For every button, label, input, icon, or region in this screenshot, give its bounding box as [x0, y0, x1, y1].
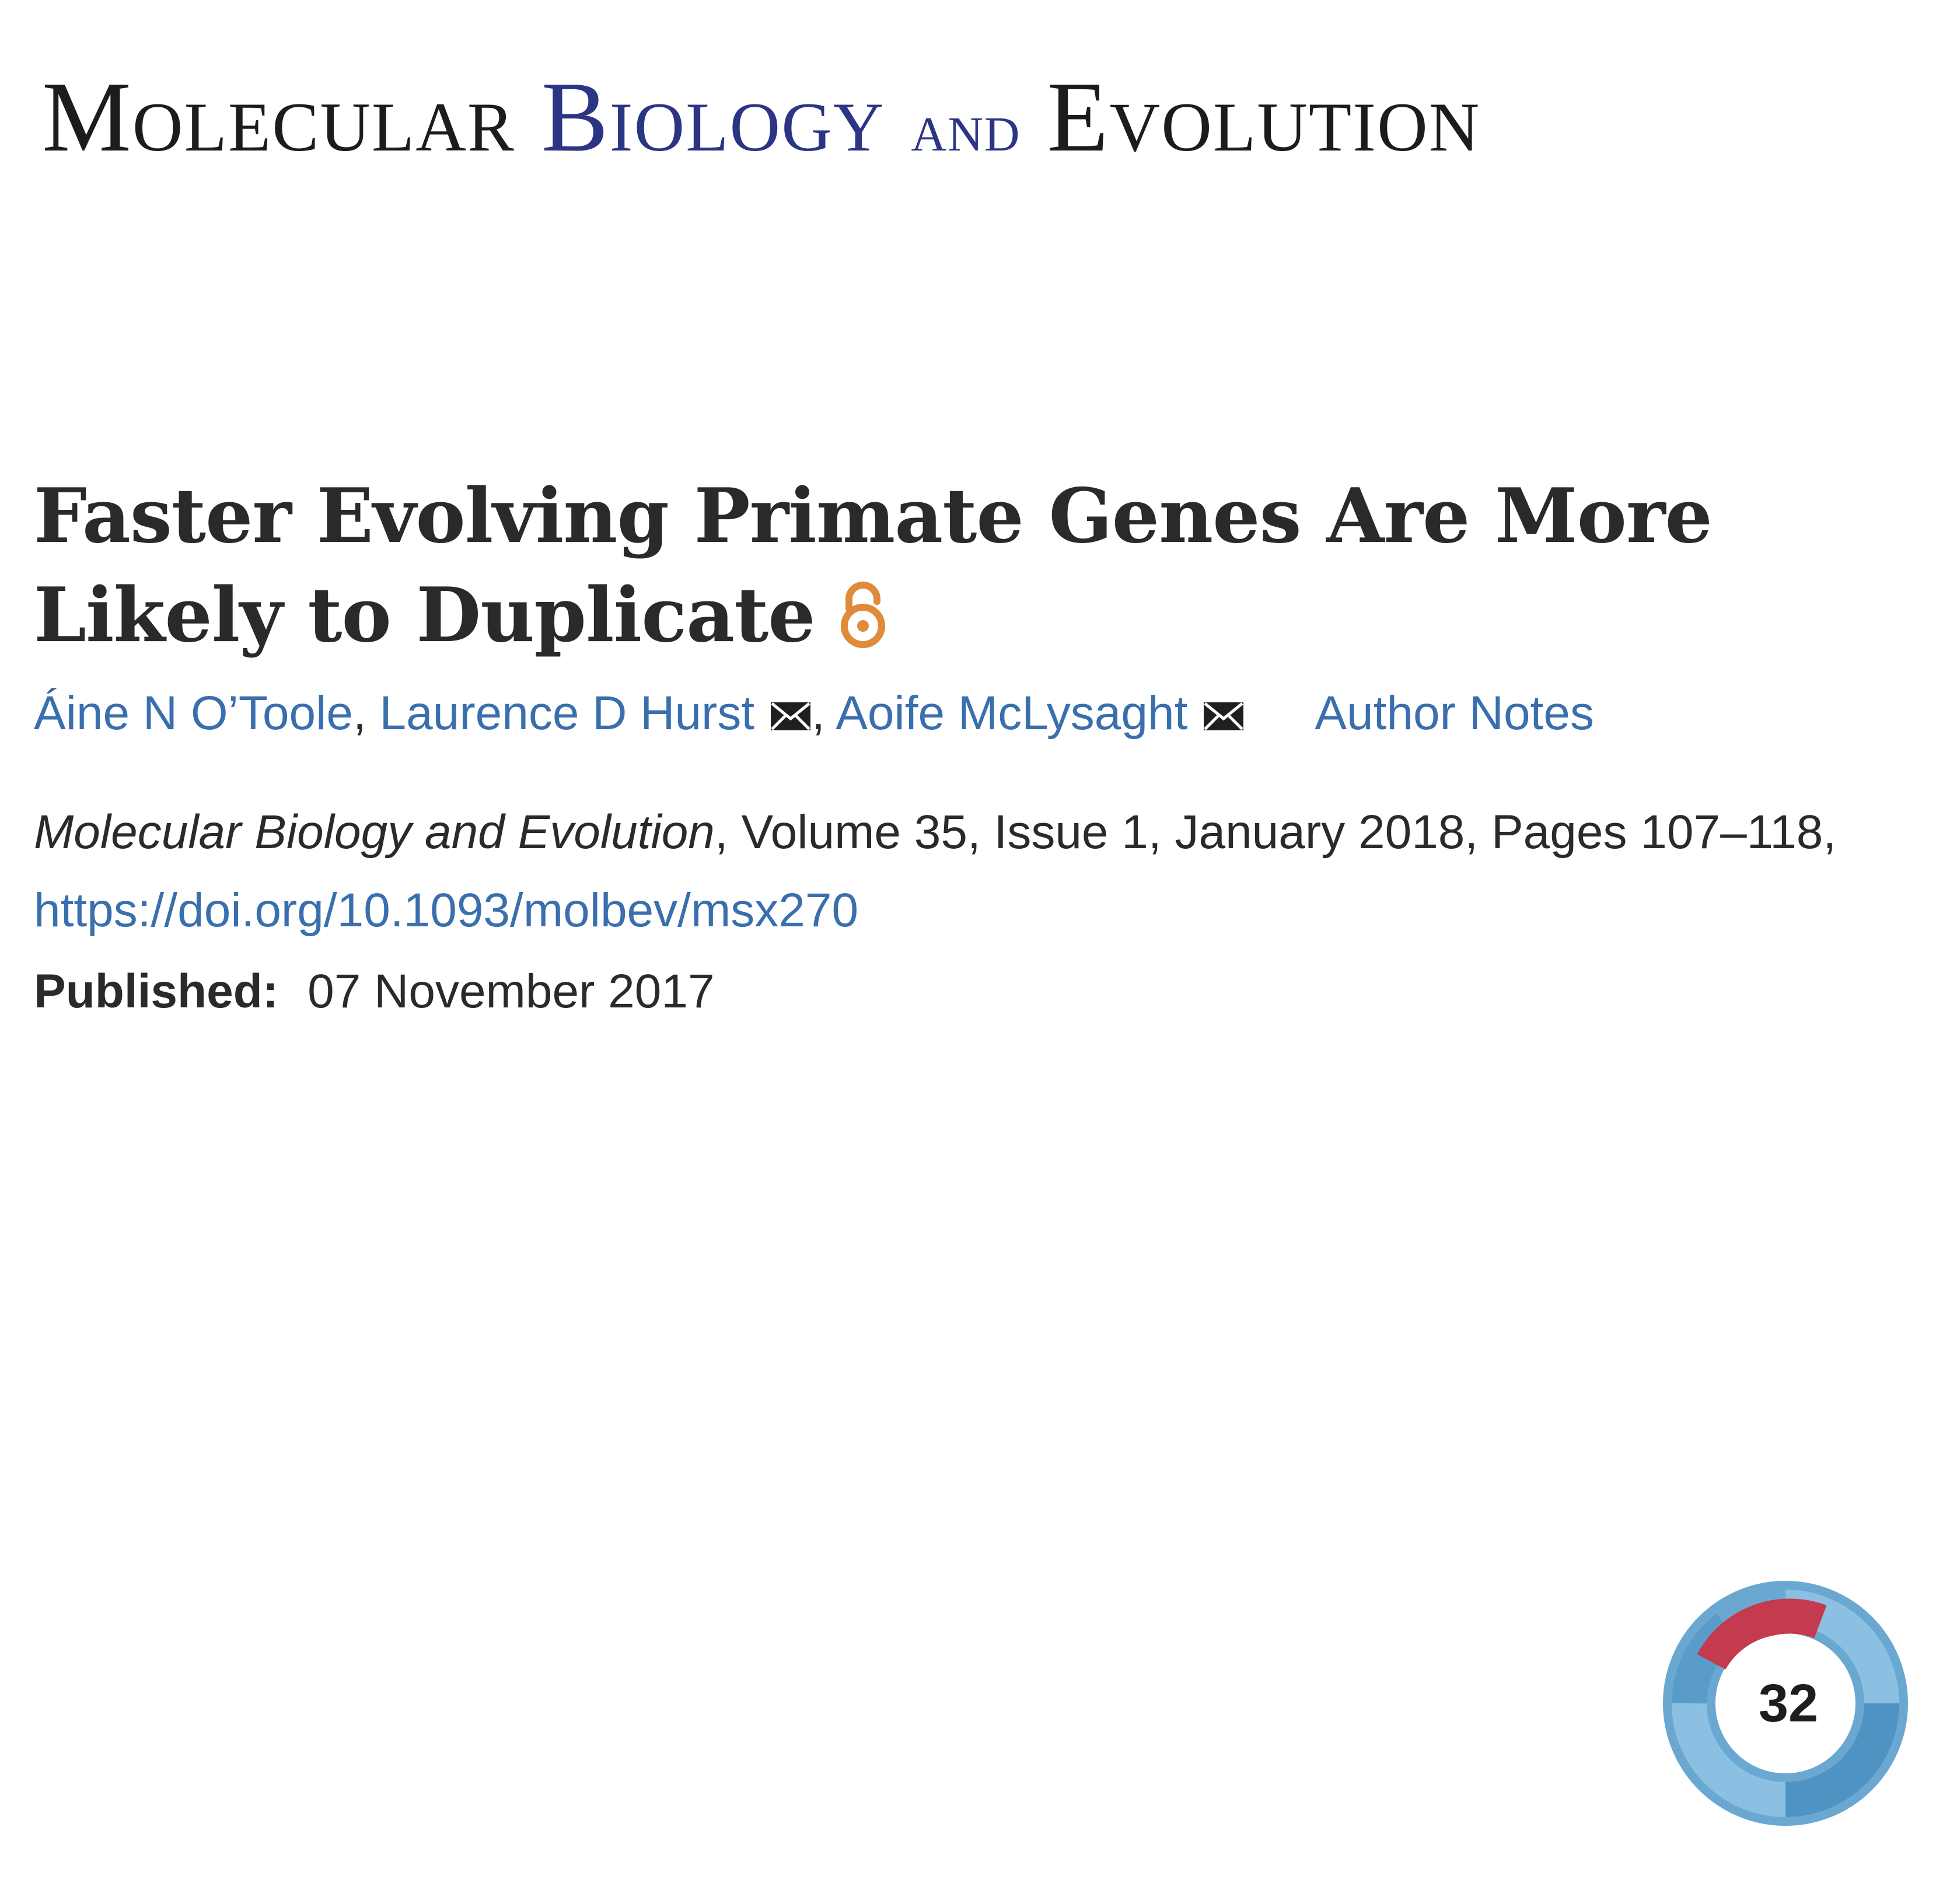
altmetric-badge[interactable]: 32: [1657, 1575, 1914, 1832]
masthead-word-evolution: Evolution: [1047, 62, 1481, 173]
article-title-text: Faster Evolving Primate Genes Are More L…: [34, 473, 1713, 659]
author-notes-link[interactable]: Author Notes: [1315, 687, 1594, 740]
article-title: Faster Evolving Primate Genes Are More L…: [34, 467, 1918, 672]
citation-line: Molecular Biology and Evolution, Volume …: [34, 800, 1836, 864]
citation-details: , Volume 35, Issue 1, January 2018, Page…: [714, 806, 1837, 859]
open-access-lock-icon: [838, 573, 887, 672]
masthead-word-biology: Biology: [541, 62, 885, 173]
masthead-word-and: and: [911, 88, 1021, 166]
altmetric-donut-icon: [1663, 1581, 1908, 1826]
author-separator: ,: [352, 687, 380, 740]
author-link-hurst[interactable]: Laurence D Hurst: [379, 687, 755, 740]
published-label: Published:: [34, 965, 279, 1018]
author-separator: ,: [812, 687, 836, 740]
envelope-icon[interactable]: [1203, 684, 1245, 748]
masthead-word-molecular: Molecular: [42, 62, 515, 173]
author-list: Áine N O’Toole, Laurence D Hurst , Aoife…: [34, 681, 1594, 748]
citation-journal-name: Molecular Biology and Evolution: [34, 806, 715, 859]
envelope-icon[interactable]: [770, 684, 812, 748]
doi-link[interactable]: https://doi.org/10.1093/molbev/msx270: [34, 884, 859, 937]
published-line: Published: 07 November 2017: [34, 960, 715, 1024]
altmetric-score: 32: [1758, 1673, 1819, 1733]
journal-masthead[interactable]: Molecular Biology and Evolution: [42, 67, 1480, 167]
published-date: 07 November 2017: [307, 965, 715, 1018]
author-link-mclysaght[interactable]: Aoife McLysaght: [836, 687, 1188, 740]
author-link-otoole[interactable]: Áine N O’Toole: [34, 687, 353, 740]
